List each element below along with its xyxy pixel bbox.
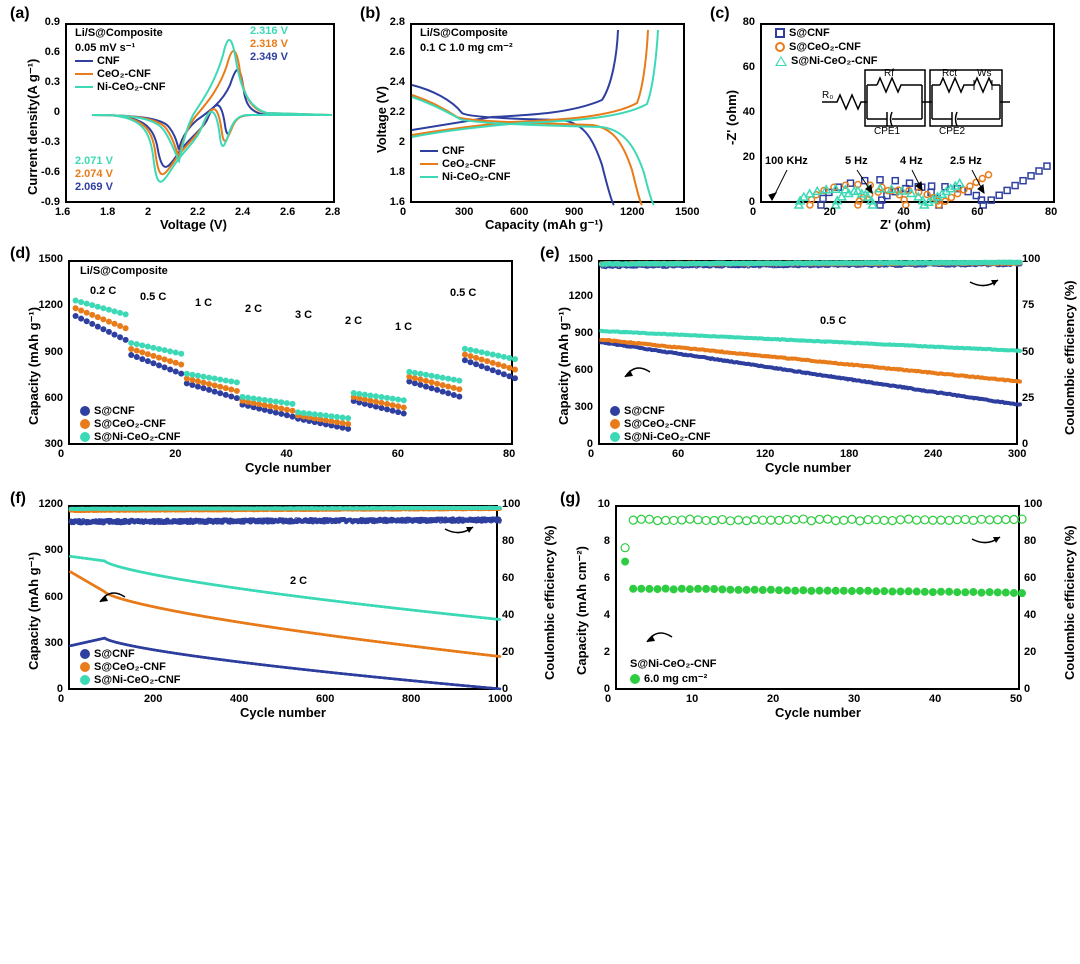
xlabel-b: Capacity (mAh g⁻¹) [485, 217, 603, 233]
title-a: Li/S@Composite [75, 27, 163, 39]
legend-f-cnf: S@CNF [80, 648, 135, 660]
peak-bot-2: 2.069 V [75, 181, 113, 193]
xlabel-e: Cycle number [765, 460, 851, 475]
freq-1: 5 Hz [845, 155, 868, 167]
xlabel-d: Cycle number [245, 460, 331, 475]
panel-letter-a: (a) [10, 5, 30, 23]
ylabel2-f: Coulombic efficiency (%) [542, 525, 557, 680]
svg-text:CPE1: CPE1 [874, 126, 901, 137]
xlabel-c: Z' (ohm) [880, 217, 931, 232]
panel-b: (b) Li/S@Composite 0.1 C 1.0 mg cm⁻² CNF… [360, 5, 700, 235]
rate-f: 2 C [290, 575, 307, 587]
legend-e-niceo2: S@Ni-CeO₂-CNF [610, 431, 711, 443]
panel-letter-d: (d) [10, 245, 30, 263]
legend-e-cnf: S@CNF [610, 405, 665, 417]
legend-d-niceo2: S@Ni-CeO₂-CNF [80, 431, 181, 443]
legend-d-ceo2: S@CeO₂-CNF [80, 418, 166, 430]
xlabel-f: Cycle number [240, 705, 326, 720]
svg-text:CPE2: CPE2 [939, 126, 966, 137]
legend-a-cnf: CNF [75, 55, 120, 67]
ylabel-f: Capacity (mAh g⁻¹) [26, 552, 42, 670]
freq-3: 2.5 Hz [950, 155, 982, 167]
panel-e: (e) 0.5 C S@CNF S@CeO₂-CNF S@Ni-CeO₂-CNF… [540, 245, 1070, 480]
panel-letter-g: (g) [560, 490, 580, 508]
ylabel-d: Capacity (mAh g⁻¹) [26, 307, 42, 425]
xlabel-a: Voltage (V) [160, 217, 227, 232]
ylabel2-e: Coulombic efficiency (%) [1062, 280, 1077, 435]
peak-top-0: 2.316 V [250, 25, 288, 37]
panel-a: (a) Li/S@Composite 0.05 mV s⁻¹ CNF CeO₂-… [10, 5, 350, 235]
legend-d-cnf: S@CNF [80, 405, 135, 417]
svg-text:R₀: R₀ [822, 90, 833, 101]
legend-b-niceo2: Ni-CeO₂-CNF [420, 171, 510, 183]
legend-c-cnf: S@CNF [775, 27, 830, 39]
legend-b-cnf: CNF [420, 145, 465, 157]
legend-b-ceo2: CeO₂-CNF [420, 158, 496, 170]
xlabel-g: Cycle number [775, 705, 861, 720]
subtitle-b: 0.1 C 1.0 mg cm⁻² [420, 41, 513, 54]
peak-top-2: 2.349 V [250, 51, 288, 63]
panel-letter-e: (e) [540, 245, 560, 263]
legend-e-ceo2: S@CeO₂-CNF [610, 418, 696, 430]
subtitle-a: 0.05 mV s⁻¹ [75, 41, 135, 54]
title-d: Li/S@Composite [80, 265, 168, 277]
legend-c-ceo2: S@CeO₂-CNF [775, 41, 861, 53]
legend-a-niceo2: Ni-CeO₂-CNF [75, 81, 165, 93]
ylabel2-g: Coulombic efficiency (%) [1062, 525, 1077, 680]
rate-e: 0.5 C [820, 315, 846, 327]
legend-f-niceo2: S@Ni-CeO₂-CNF [80, 674, 181, 686]
panel-letter-f: (f) [10, 490, 26, 508]
peak-top-1: 2.318 V [250, 38, 288, 50]
peak-bot-0: 2.071 V [75, 155, 113, 167]
title-b: Li/S@Composite [420, 27, 508, 39]
panel-d: (d) Li/S@Composite 0.2 C0.5 C1 C2 C3 C2 … [10, 245, 530, 480]
freq-0: 100 KHz [765, 155, 808, 167]
legend-g-1: 6.0 mg cm⁻² [630, 672, 707, 685]
panel-c: (c) R₀ Rf CPE1 Rct Ws [710, 5, 1070, 235]
panel-f: (f) 2 C S@CNF S@CeO₂-CNF S@Ni-CeO₂-CNF C… [10, 490, 550, 725]
legend-f-ceo2: S@CeO₂-CNF [80, 661, 166, 673]
legend-c-niceo2: S@Ni-CeO₂-CNF [775, 55, 878, 67]
legend-a-ceo2: CeO₂-CNF [75, 68, 151, 80]
panel-g: (g) S@Ni-CeO₂-CNF 6.0 mg cm⁻² Capacity (… [560, 490, 1070, 725]
freq-2: 4 Hz [900, 155, 923, 167]
legend-g-0: S@Ni-CeO₂-CNF [630, 658, 717, 670]
peak-bot-1: 2.074 V [75, 168, 113, 180]
